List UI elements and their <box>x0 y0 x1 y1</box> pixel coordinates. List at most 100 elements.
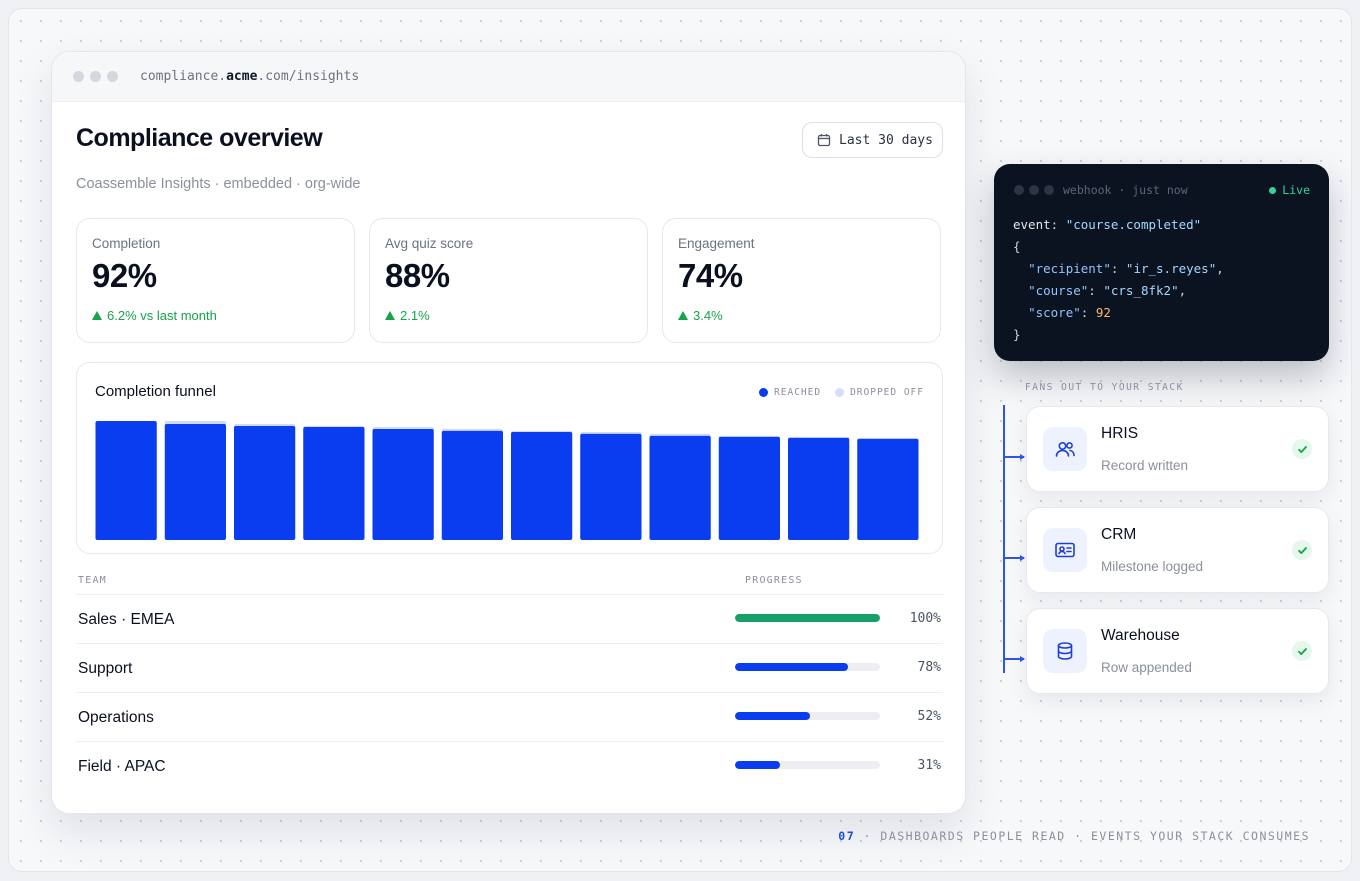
destination-name: HRIS <box>1101 425 1139 442</box>
destination-name: Warehouse <box>1101 627 1180 644</box>
window-dot <box>1044 185 1054 195</box>
funnel-title: Completion funnel <box>95 383 216 400</box>
page-title: Compliance overview <box>76 124 323 152</box>
kpi-value: 74% <box>678 257 743 294</box>
kpi-card-completion: Completion 92% 6.2% vs last month <box>76 218 355 343</box>
check-icon <box>1292 439 1312 459</box>
progress-fill <box>735 712 811 720</box>
kpi-delta-text: 3.4% <box>693 308 723 323</box>
kpi-label: Avg quiz score <box>385 236 474 251</box>
kpi-value: 92% <box>92 257 157 294</box>
code-value: 92 <box>1095 305 1111 320</box>
window-dot <box>1029 185 1039 195</box>
funnel-bar-reached <box>164 423 226 540</box>
window-dot[interactable] <box>73 71 84 82</box>
code-event-key: event <box>1013 217 1051 232</box>
kpi-delta: 6.2% vs last month <box>92 308 217 323</box>
funnel-bar-reached <box>718 436 780 540</box>
code-key: "course" <box>1028 283 1089 298</box>
progress-bar <box>735 614 880 622</box>
team-name: Sales · EMEA <box>78 611 175 628</box>
footer-number: 07 <box>838 829 856 843</box>
webhook-panel: webhook · just now Live event: "course.c… <box>994 164 1329 361</box>
live-badge: Live <box>1269 183 1310 197</box>
column-header-progress: PROGRESS <box>745 575 803 586</box>
window-dot[interactable] <box>90 71 101 82</box>
progress-fill <box>735 614 880 622</box>
window-controls <box>73 71 118 82</box>
code-value: "crs_8fk2" <box>1103 283 1179 298</box>
destination-status: Row appended <box>1101 660 1192 675</box>
destination-card-crm[interactable]: CRM Milestone logged <box>1026 507 1329 593</box>
destination-card-hris[interactable]: HRIS Record written <box>1026 406 1329 492</box>
id-card-icon <box>1043 528 1087 572</box>
connector-line <box>1003 405 1005 673</box>
live-dot-icon <box>1269 186 1277 194</box>
team-name: Field · APAC <box>78 758 166 775</box>
code-key: "score" <box>1028 305 1081 320</box>
destination-status: Milestone logged <box>1101 559 1204 574</box>
kpi-value: 88% <box>385 257 450 294</box>
browser-window: compliance.acme.com/insights Compliance … <box>51 51 966 814</box>
funnel-bar-reached <box>303 426 365 540</box>
legend-item-dropped: DROPPED OFF <box>835 387 924 398</box>
column-header-team: TEAM <box>78 575 107 586</box>
browser-address-bar: compliance.acme.com/insights <box>52 52 965 102</box>
destination-name: CRM <box>1101 526 1137 543</box>
destination-card-warehouse[interactable]: Warehouse Row appended <box>1026 608 1329 694</box>
divider <box>76 643 943 644</box>
arrow-right-icon <box>1020 554 1025 561</box>
funnel-bar-reached <box>649 435 711 540</box>
users-icon <box>1043 427 1087 471</box>
footer-text: · DASHBOARDS PEOPLE READ · EVENTS YOUR S… <box>855 829 1310 843</box>
code-key: "recipient" <box>1028 261 1111 276</box>
legend-label: DROPPED OFF <box>850 387 924 398</box>
arrow-right-icon <box>1020 655 1025 662</box>
footer-caption: 07 · DASHBOARDS PEOPLE READ · EVENTS YOU… <box>838 829 1310 843</box>
page-subtitle: Coassemble Insights · embedded · org-wid… <box>76 176 361 192</box>
window-dot[interactable] <box>107 71 118 82</box>
progress-fill <box>735 761 780 769</box>
date-range-button[interactable]: Last 30 days <box>802 122 943 158</box>
team-name: Operations <box>78 709 154 726</box>
kpi-card-engagement: Engagement 74% 3.4% <box>662 218 941 343</box>
trend-up-icon <box>385 311 395 320</box>
legend-label: REACHED <box>774 387 822 398</box>
kpi-label: Completion <box>92 236 161 251</box>
progress-fill <box>735 663 849 671</box>
window-dot <box>1014 185 1024 195</box>
date-range-label: Last 30 days <box>839 132 933 148</box>
check-icon <box>1292 540 1312 560</box>
kpi-label: Engagement <box>678 236 755 251</box>
kpi-delta: 3.4% <box>678 308 723 323</box>
connector-branch <box>1005 658 1024 660</box>
webhook-title: webhook · just now <box>1063 183 1188 197</box>
kpi-delta-text: 2.1% <box>400 308 430 323</box>
canvas: compliance.acme.com/insights Compliance … <box>8 8 1352 872</box>
kpi-card-quiz-score: Avg quiz score 88% 2.1% <box>369 218 648 343</box>
connector-branch <box>1005 557 1024 559</box>
funnel-bar-reached <box>441 430 503 540</box>
progress-percent: 100% <box>909 611 941 626</box>
live-label: Live <box>1282 183 1310 197</box>
funnel-bar-reached <box>788 437 850 540</box>
legend-swatch <box>759 388 769 397</box>
calendar-icon <box>817 134 831 147</box>
database-icon <box>1043 629 1087 673</box>
team-name: Support <box>78 660 133 677</box>
url-text[interactable]: compliance.acme.com/insights <box>140 69 359 84</box>
funnel-bar-reached <box>234 425 296 540</box>
funnel-bar-reached <box>857 438 919 540</box>
funnel-bar-reached <box>372 428 434 540</box>
funnel-bar-reached <box>95 421 157 540</box>
funnel-bar-reached <box>580 433 642 540</box>
webhook-header: webhook · just now <box>1014 183 1188 197</box>
progress-bar <box>735 663 880 671</box>
url-prefix: compliance. <box>140 69 227 84</box>
kpi-delta: 2.1% <box>385 308 430 323</box>
funnel-bar-reached <box>511 431 573 540</box>
kpi-delta-text: 6.2% vs last month <box>107 308 217 323</box>
arrow-right-icon <box>1020 453 1025 460</box>
webhook-payload: event: "course.completed" { "recipient":… <box>1013 217 1224 342</box>
legend-swatch <box>835 388 845 397</box>
